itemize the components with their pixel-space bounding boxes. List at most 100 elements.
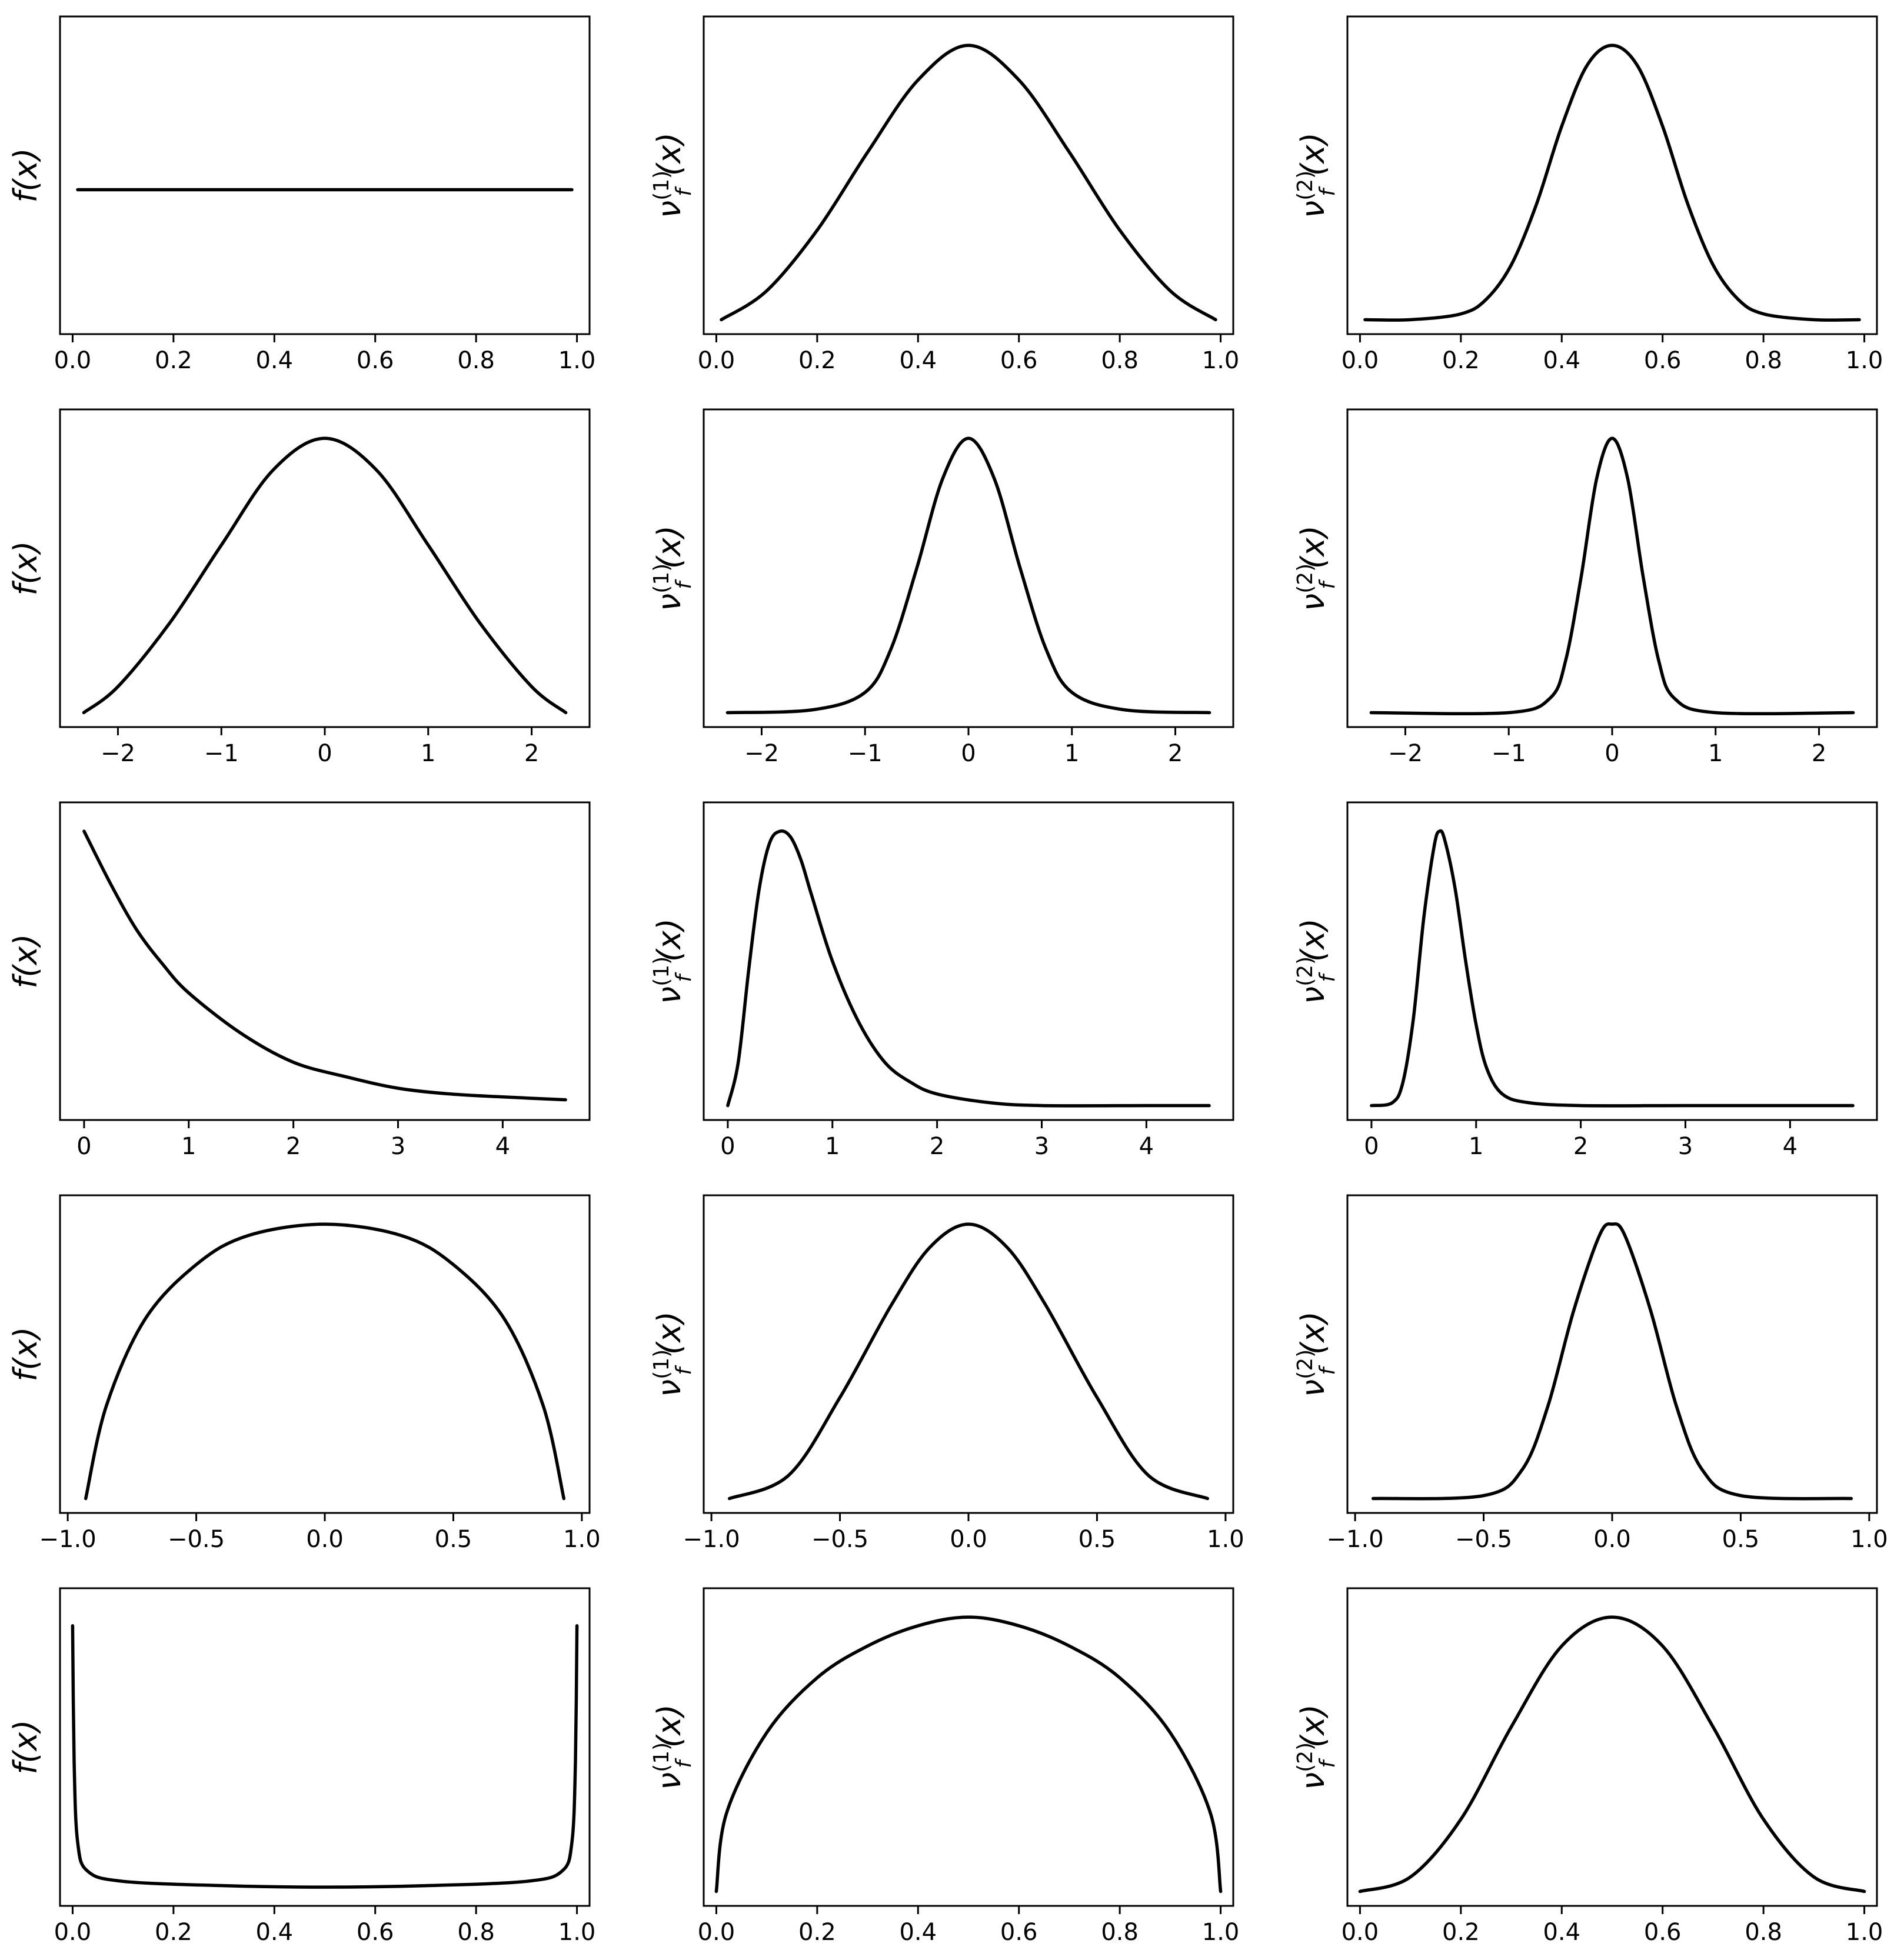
x-tick-label: 0.2	[1442, 1919, 1480, 1946]
y-axis-label: ν(1)f(x)	[650, 525, 696, 611]
y-axis-label: ν(2)f(x)	[1293, 918, 1340, 1004]
x-tick-label: 1.0	[563, 1526, 601, 1553]
x-tick-label: 0.2	[155, 1919, 192, 1946]
x-tick-label: 0.2	[155, 347, 192, 374]
axes-frame	[703, 1194, 1234, 1514]
x-tick-label: 0.0	[54, 1919, 92, 1946]
x-tick-label: 1.0	[1850, 1526, 1888, 1553]
x-tick-label: 2	[1573, 1133, 1588, 1160]
y-axis-label: f(x)	[7, 934, 44, 988]
panel-r1-c2: 0.0 0.2 0.4 0.6 0.8 1.0 ν(1)f(x)	[650, 15, 1240, 374]
panel-r3-c1: 0 1 2 3 4 f(x)	[7, 801, 591, 1160]
x-tick-label: 0.8	[1745, 1919, 1782, 1946]
x-tick-label: −1	[204, 740, 239, 767]
x-tick-label: 0.0	[1342, 1919, 1379, 1946]
x-tick-label: 0.4	[255, 1919, 293, 1946]
panel-r4-c2: −1.0 −0.5 0.0 0.5 1.0 ν(1)f(x)	[650, 1194, 1244, 1553]
series-line	[84, 1222, 566, 1501]
y-axis-label: ν(1)f(x)	[650, 918, 696, 1004]
x-tick-label: 1.0	[1846, 1919, 1883, 1946]
x-tick-label: 0.6	[1644, 347, 1682, 374]
y-axis-label: ν(2)f(x)	[1293, 132, 1340, 218]
x-tick-label: 0.8	[1745, 347, 1782, 374]
series-line	[726, 829, 1211, 1108]
series-line	[720, 44, 1217, 322]
x-tick-label: 4	[495, 1133, 510, 1160]
x-tick-label: 1	[181, 1133, 196, 1160]
x-tick-label: 0	[961, 740, 976, 767]
y-axis-label: ν(2)f(x)	[1293, 525, 1340, 611]
x-tick-label: −1.0	[683, 1526, 740, 1553]
x-tick-label: −1	[848, 740, 883, 767]
series-line	[82, 829, 567, 1102]
x-tick-label: 0.8	[457, 1919, 495, 1946]
x-tick-label: 0.8	[457, 347, 495, 374]
x-tick-label: 0.0	[54, 347, 92, 374]
x-tick-label: 0.6	[1000, 1919, 1038, 1946]
x-tick-label: 2	[524, 740, 539, 767]
x-tick-label: 0.2	[798, 1919, 836, 1946]
panel-r3-c2: 0 1 2 3 4 ν(1)f(x)	[650, 801, 1234, 1160]
y-axis-label: ν(2)f(x)	[1293, 1704, 1340, 1790]
x-tick-label: 0.0	[1593, 1526, 1631, 1553]
x-tick-label: 0	[76, 1133, 91, 1160]
panel-r5-c2: 0.0 0.2 0.4 0.6 0.8 1.0 ν(1)f(x)	[650, 1587, 1240, 1946]
axes-frame	[1346, 1587, 1878, 1907]
x-tick-label: −0.5	[811, 1526, 868, 1553]
x-tick-label: 1.0	[558, 1919, 596, 1946]
x-tick-label: 1.0	[1207, 1526, 1244, 1553]
x-tick-label: 0	[720, 1133, 735, 1160]
x-tick-label: 2	[1168, 740, 1183, 767]
x-tick-label: −1.0	[39, 1526, 96, 1553]
y-axis-label: ν(1)f(x)	[650, 1311, 696, 1397]
y-axis-label: f(x)	[7, 1719, 44, 1774]
x-tick-label: 1.0	[1202, 1919, 1240, 1946]
panel-r5-c1: 0.0 0.2 0.4 0.6 0.8 1.0 f(x)	[7, 1587, 596, 1946]
x-tick-label: −2	[1388, 740, 1423, 767]
panel-r4-c1: −1.0 −0.5 0.0 0.5 1.0 f(x)	[7, 1194, 601, 1553]
x-tick-label: 0.5	[435, 1526, 472, 1553]
x-tick-label: −0.5	[168, 1526, 225, 1553]
axes-frame	[59, 1587, 591, 1907]
axes-frame	[1346, 1194, 1878, 1514]
x-tick-label: 1	[1469, 1133, 1483, 1160]
panel-r1-c1: 0.0 0.2 0.4 0.6 0.8 1.0 f(x)	[7, 15, 596, 374]
panel-r4-c3: −1.0 −0.5 0.0 0.5 1.0 ν(2)f(x)	[1293, 1194, 1888, 1553]
x-tick-label: 0.6	[1000, 347, 1038, 374]
x-tick-label: 0.6	[357, 1919, 394, 1946]
axes-frame	[1346, 15, 1878, 335]
x-tick-label: 2	[286, 1133, 301, 1160]
x-tick-label: 3	[1034, 1133, 1049, 1160]
x-tick-label: 2	[930, 1133, 944, 1160]
axes-frame	[703, 408, 1234, 728]
x-tick-label: 0	[317, 740, 332, 767]
x-tick-label: 0.0	[1342, 347, 1379, 374]
x-tick-label: −2	[101, 740, 135, 767]
x-tick-label: 1.0	[558, 347, 596, 374]
x-tick-label: 0.0	[306, 1526, 344, 1553]
panel-r3-c3: 0 1 2 3 4 ν(2)f(x)	[1293, 801, 1878, 1160]
x-tick-label: 0.5	[1079, 1526, 1116, 1553]
x-tick-label: 1	[825, 1133, 840, 1160]
x-tick-label: 3	[391, 1133, 405, 1160]
x-tick-label: 0.0	[698, 1919, 735, 1946]
x-tick-label: 0.2	[1442, 347, 1480, 374]
x-tick-label: 0.4	[899, 1919, 937, 1946]
x-tick-label: 0.6	[1644, 1919, 1682, 1946]
series-line	[1358, 1615, 1866, 1894]
panel-r5-c3: 0.0 0.2 0.4 0.6 0.8 1.0 ν(2)f(x)	[1293, 1587, 1883, 1946]
x-tick-label: 0.8	[1101, 1919, 1139, 1946]
x-tick-label: 0	[1364, 1133, 1379, 1160]
x-tick-label: 0.4	[1543, 1919, 1580, 1946]
series-line	[727, 1222, 1210, 1501]
x-tick-label: −2	[744, 740, 779, 767]
series-line	[1370, 829, 1855, 1108]
axes-frame	[59, 408, 591, 728]
axes-frame	[59, 801, 591, 1121]
x-tick-label: −0.5	[1455, 1526, 1512, 1553]
series-line	[1369, 436, 1855, 716]
x-tick-label: 1.0	[1202, 347, 1240, 374]
x-tick-label: 0.5	[1722, 1526, 1760, 1553]
series-line	[1371, 1222, 1853, 1501]
